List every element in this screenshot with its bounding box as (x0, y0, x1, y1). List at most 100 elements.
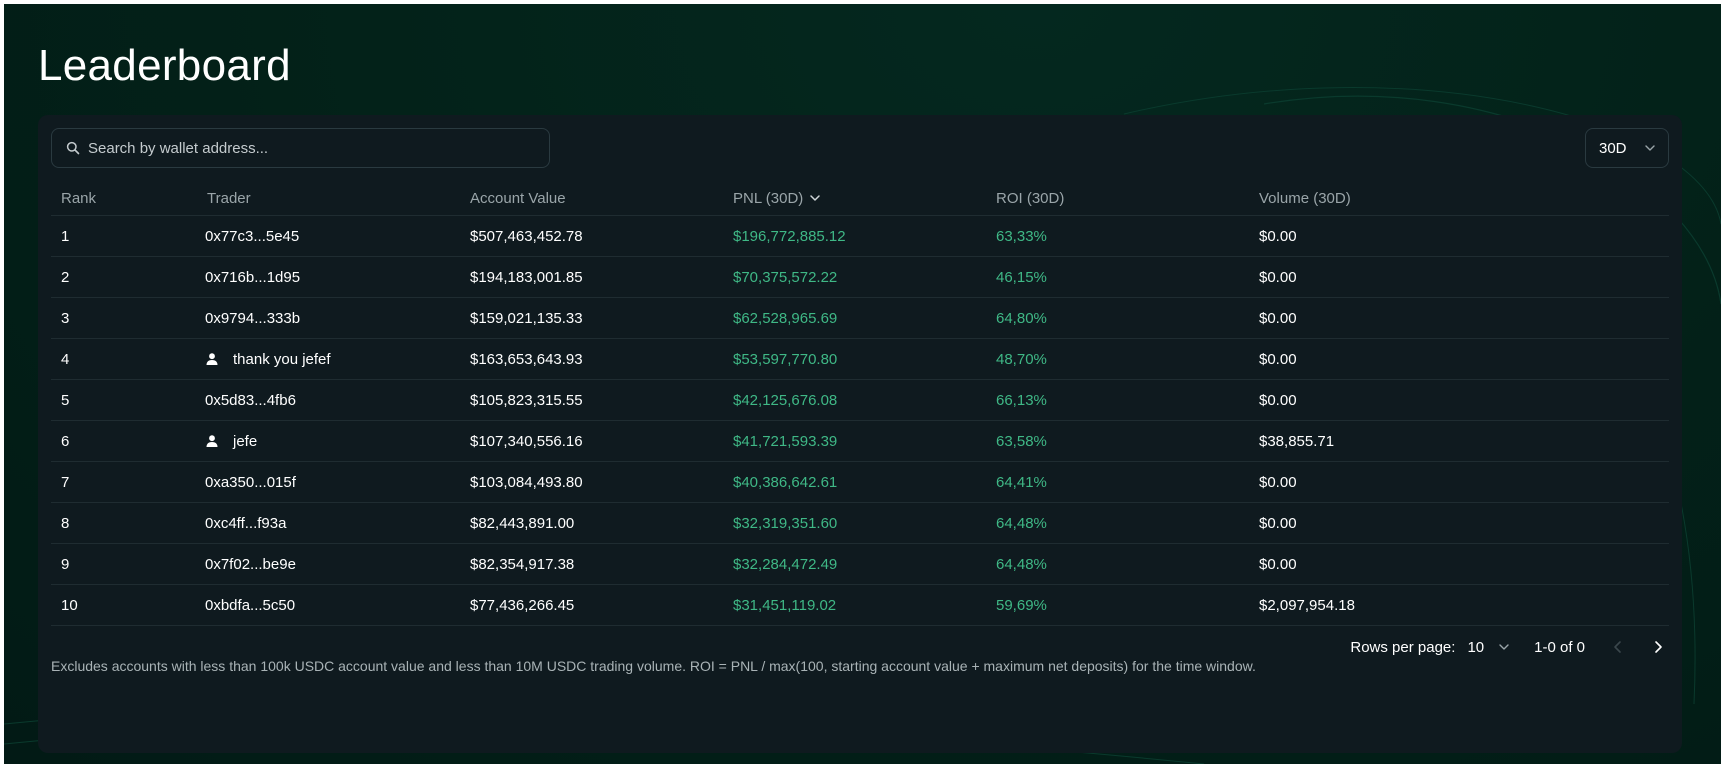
trader-name: 0x7f02...be9e (205, 555, 296, 573)
trader-name: 0x5d83...4fb6 (205, 391, 296, 409)
table-row[interactable]: 8 0xc4ff...f93a $82,443,891.00 $32,319,351.… (51, 503, 1669, 544)
period-select[interactable]: 30D (1585, 128, 1669, 168)
header-rank[interactable]: Rank (61, 189, 97, 207)
header-volume[interactable]: Volume (30D) (1259, 189, 1351, 207)
cell-pnl: $40,386,642.61 (733, 473, 838, 491)
cell-trader[interactable]: 0x7f02...be9e (198, 556, 461, 573)
cell-account-value: $82,354,917.38 (470, 555, 575, 573)
previous-page-button[interactable] (1607, 636, 1629, 658)
cell-volume: $0.00 (1259, 514, 1297, 532)
table-row[interactable]: 5 0x5d83...4fb6 $105,823,315.55 $42,125,676… (51, 380, 1669, 421)
trader-name: 0xbdfa...5c50 (205, 596, 296, 614)
cell-account-value: $82,443,891.00 (470, 514, 575, 532)
cell-volume: $0.00 (1259, 391, 1297, 409)
header-pnl[interactable]: PNL (30D) (724, 190, 987, 207)
cell-rank: 4 (61, 350, 70, 368)
cell-rank: 3 (61, 309, 70, 327)
cell-trader[interactable]: 0x77c3...5e45 (198, 228, 461, 245)
cell-rank: 6 (61, 432, 70, 450)
sort-desc-icon (810, 195, 821, 201)
cell-pnl: $53,597,770.80 (733, 350, 838, 368)
cell-volume: $0.00 (1259, 350, 1297, 368)
cell-pnl: $70,375,572.22 (733, 268, 838, 286)
cell-account-value: $105,823,315.55 (470, 391, 583, 409)
cell-account-value: $103,084,493.80 (470, 473, 583, 491)
cell-roi: 46,15% (996, 268, 1047, 286)
search-box[interactable] (51, 128, 550, 168)
search-input[interactable] (88, 129, 549, 167)
cell-roi: 64,41% (996, 473, 1047, 491)
table-row[interactable]: 6 jefe $107,340,556.16 $41,721,593.39 63,58%… (51, 421, 1669, 462)
cell-roi: 64,48% (996, 514, 1047, 532)
rows-per-page-select[interactable]: 10 (1467, 639, 1510, 656)
user-icon (206, 353, 218, 365)
cell-trader[interactable]: 0x9794...333b (198, 310, 461, 327)
cell-volume: $0.00 (1259, 268, 1297, 286)
cell-pnl: $41,721,593.39 (733, 432, 838, 450)
trader-name: jefe (233, 432, 258, 450)
period-select-value: 30D (1599, 139, 1627, 157)
chevron-down-icon (1645, 145, 1655, 151)
cell-account-value: $159,021,135.33 (470, 309, 583, 327)
table-row[interactable]: 1 0x77c3...5e45 $507,463,452.78 $196,772,88… (51, 216, 1669, 257)
chevron-down-icon (1499, 644, 1509, 650)
cell-account-value: $77,436,266.45 (470, 596, 575, 614)
header-roi[interactable]: ROI (30D) (996, 189, 1065, 207)
rows-per-page-label: Rows per page: (1350, 638, 1456, 656)
trader-name: 0x716b...1d95 (205, 268, 301, 286)
cell-roi: 63,58% (996, 432, 1047, 450)
table-row[interactable]: 4 thank you jefef $163,653,643.93 $53,597,7… (51, 339, 1669, 380)
cell-pnl: $196,772,885.12 (733, 227, 846, 245)
cell-rank: 5 (61, 391, 70, 409)
cell-rank: 8 (61, 514, 70, 532)
cell-volume: $0.00 (1259, 227, 1297, 245)
chevron-left-icon (1614, 641, 1621, 653)
search-icon (66, 141, 80, 155)
leaderboard-card: 30D Rank Trader Account Value PNL (30D) … (38, 115, 1682, 753)
header-trader[interactable]: Trader (207, 189, 251, 207)
cell-volume: $38,855.71 (1259, 432, 1335, 450)
cell-volume: $2,097,954.18 (1259, 596, 1355, 614)
cell-trader[interactable]: 0xa350...015f (198, 474, 461, 491)
cell-roi: 48,70% (996, 350, 1047, 368)
cell-roi: 63,33% (996, 227, 1047, 245)
cell-trader[interactable]: 0xbdfa...5c50 (198, 597, 461, 614)
table-row[interactable]: 9 0x7f02...be9e $82,354,917.38 $32,284,472.… (51, 544, 1669, 585)
table-row[interactable]: 3 0x9794...333b $159,021,135.33 $62,528,965… (51, 298, 1669, 339)
cell-roi: 64,80% (996, 309, 1047, 327)
cell-rank: 2 (61, 268, 70, 286)
header-account-value[interactable]: Account Value (470, 189, 566, 207)
cell-roi: 66,13% (996, 391, 1047, 409)
cell-pnl: $62,528,965.69 (733, 309, 838, 327)
cell-rank: 9 (61, 555, 70, 573)
cell-rank: 10 (61, 596, 78, 614)
cell-account-value: $163,653,643.93 (470, 350, 583, 368)
cell-trader[interactable]: 0x5d83...4fb6 (198, 392, 461, 409)
cell-trader[interactable]: 0x716b...1d95 (198, 269, 461, 286)
table-header: Rank Trader Account Value PNL (30D) ROI … (51, 181, 1669, 216)
table-row[interactable]: 10 0xbdfa...5c50 $77,436,266.45 $31,451,119… (51, 585, 1669, 626)
cell-trader[interactable]: thank you jefef (198, 351, 461, 368)
header-pnl-label: PNL (30D) (733, 189, 804, 207)
cell-account-value: $194,183,001.85 (470, 268, 583, 286)
cell-volume: $0.00 (1259, 473, 1297, 491)
cell-rank: 7 (61, 473, 70, 491)
cell-rank: 1 (61, 227, 70, 245)
cell-trader[interactable]: jefe (198, 433, 461, 450)
cell-roi: 59,69% (996, 596, 1047, 614)
cell-pnl: $32,284,472.49 (733, 555, 838, 573)
trader-name: 0xc4ff...f93a (205, 514, 287, 532)
footnote: Excludes accounts with less than 100k US… (51, 658, 1256, 674)
rows-per-page-value: 10 (1467, 638, 1485, 656)
cell-account-value: $507,463,452.78 (470, 227, 583, 245)
next-page-button[interactable] (1647, 636, 1669, 658)
trader-name: 0x9794...333b (205, 309, 301, 327)
cell-roi: 64,48% (996, 555, 1047, 573)
cell-pnl: $42,125,676.08 (733, 391, 838, 409)
trader-name: 0x77c3...5e45 (205, 227, 300, 245)
cell-trader[interactable]: 0xc4ff...f93a (198, 515, 461, 532)
table-row[interactable]: 2 0x716b...1d95 $194,183,001.85 $70,375,572… (51, 257, 1669, 298)
pagination: Rows per page: 10 1-0 of 0 (1350, 627, 1669, 667)
table-row[interactable]: 7 0xa350...015f $103,084,493.80 $40,386,642… (51, 462, 1669, 503)
app-frame: Leaderboard 30D Rank Trader Account Valu… (4, 4, 1721, 764)
